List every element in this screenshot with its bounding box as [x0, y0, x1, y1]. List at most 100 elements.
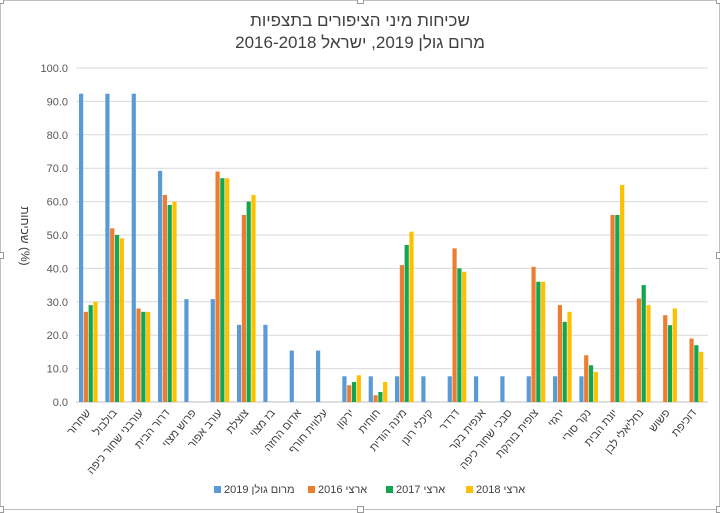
bar: [351, 381, 357, 402]
y-tick-label: 100.0: [40, 63, 68, 75]
legend-swatch: [386, 486, 393, 493]
bar: [536, 281, 541, 402]
legend-label: מרום גולן 2019: [224, 483, 295, 496]
bars: [79, 93, 704, 402]
bar: [215, 171, 220, 402]
bar: [289, 350, 294, 402]
bar: [567, 311, 572, 402]
bar: [237, 324, 242, 402]
bar: [593, 371, 598, 402]
x-tick-label: פשוש: [647, 407, 673, 435]
bar: [699, 351, 704, 402]
bar: [141, 311, 146, 402]
x-tick-label: ירגזי: [546, 407, 568, 429]
y-tick-label: 20.0: [47, 330, 68, 342]
bar: [562, 321, 567, 402]
bar: [136, 308, 141, 402]
bar: [378, 391, 383, 402]
resize-handle-top-left[interactable]: [0, 0, 4, 4]
y-tick-label: 40.0: [47, 263, 68, 275]
legend-label: ארצי 2018: [476, 484, 525, 496]
bar: [584, 355, 589, 402]
y-axis-label: שכיחות (%): [18, 206, 32, 265]
resize-handle-left[interactable]: [0, 252, 4, 259]
bar: [220, 178, 225, 402]
bar: [246, 201, 251, 402]
bar: [172, 201, 177, 402]
y-tick-label: 80.0: [47, 130, 68, 142]
bar: [541, 281, 546, 402]
legend-label: ארצי 2016: [318, 484, 367, 496]
bar: [83, 311, 88, 402]
y-axis-ticks: 0.0 10.0 20.0 30.0 40.0 50.0 60.0 70.0 80.0 90.0 1…: [40, 63, 68, 409]
bar: [500, 376, 505, 402]
x-tick-label: ירקון: [334, 407, 357, 431]
bar: [447, 376, 452, 402]
bar: [646, 305, 651, 402]
bar: [452, 248, 457, 402]
bar: [105, 93, 110, 402]
resize-handle-top[interactable]: [357, 0, 364, 4]
bar: [79, 93, 84, 402]
bar: [342, 376, 347, 402]
bar: [263, 324, 268, 402]
y-tick-label: 50.0: [47, 230, 68, 242]
bar: [557, 305, 562, 402]
legend-swatch: [466, 486, 473, 493]
y-tick-label: 30.0: [47, 297, 68, 309]
legend-swatch: [308, 486, 315, 493]
bar: [526, 376, 531, 402]
bar: [167, 204, 172, 402]
y-tick-label: 10.0: [47, 364, 68, 376]
bar: [620, 184, 625, 402]
bar: [162, 194, 167, 402]
bar: [588, 365, 594, 402]
bar: [356, 375, 361, 402]
bar: [158, 170, 163, 402]
bar: [373, 395, 378, 402]
bar: [251, 194, 256, 402]
gridlines: [76, 67, 708, 403]
resize-handle-top-right[interactable]: [716, 0, 720, 4]
legend-swatch: [214, 486, 221, 493]
bar: [636, 298, 641, 402]
bar: [241, 214, 246, 402]
bar: [689, 338, 694, 402]
bar: [119, 238, 124, 402]
bar: [368, 376, 373, 402]
bar: [88, 305, 93, 402]
bar: [184, 299, 189, 402]
bar: [457, 268, 462, 402]
bar: [93, 301, 98, 402]
bar: [531, 266, 536, 402]
bar: [579, 376, 584, 402]
y-tick-label: 0.0: [53, 397, 68, 409]
x-tick-label: שחרור: [65, 407, 93, 438]
bar: [210, 299, 215, 402]
bar: [694, 345, 699, 402]
chart-subtitle: מרום גולן 2019, ישראל 2016-2018: [235, 33, 485, 52]
legend-label: ארצי 2017: [396, 484, 445, 496]
bar: [316, 350, 321, 402]
bar: [114, 235, 120, 402]
y-tick-label: 90.0: [47, 96, 68, 108]
bar: [421, 376, 426, 402]
bar: [672, 308, 677, 402]
bar: [395, 376, 400, 402]
bar: [409, 231, 414, 402]
bar: [131, 93, 136, 402]
bar: [667, 325, 673, 402]
y-tick-label: 70.0: [47, 163, 68, 175]
bar: [474, 376, 479, 402]
chart-title: שכיחות מיני הציפורים בתצפיות: [250, 11, 470, 30]
bar: [110, 228, 115, 402]
y-tick-label: 60.0: [47, 197, 68, 209]
x-tick-label: דוכיפת: [670, 407, 700, 439]
bar: [553, 376, 558, 402]
bar: [610, 214, 615, 402]
bar: [225, 178, 230, 402]
resize-handle-right[interactable]: [716, 252, 720, 259]
bar: [383, 381, 388, 402]
